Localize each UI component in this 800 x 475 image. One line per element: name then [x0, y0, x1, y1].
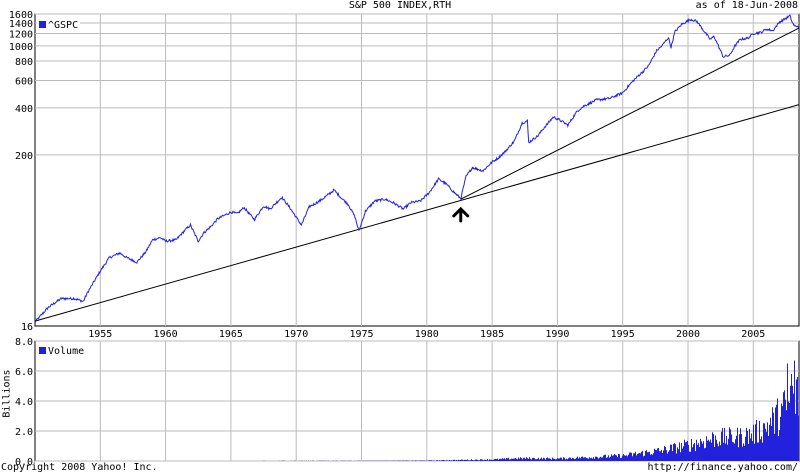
y-tick-label: 400	[15, 104, 33, 115]
y-tick-label: 600	[15, 76, 33, 87]
x-tick-label: 1965	[219, 329, 243, 340]
volume-tick-label: 8.0	[15, 337, 33, 348]
volume-tick-label: 0.0	[15, 457, 33, 468]
up-arrow-icon	[452, 206, 470, 223]
price-legend-label: ^GSPC	[48, 20, 79, 31]
volume-tick-label: 6.0	[15, 367, 33, 378]
trendline	[34, 104, 800, 322]
volume-legend-label: Volume	[48, 346, 85, 357]
y-tick-label: 1400	[9, 19, 33, 30]
price-series-line	[34, 14, 800, 323]
legend-swatch-icon	[39, 21, 46, 28]
x-tick-label: 1990	[545, 329, 569, 340]
volume-panel: 0.0 2.0 4.0 6.0 8.0	[15, 337, 800, 468]
x-tick-label: 2000	[676, 329, 700, 340]
x-tick-label: 1975	[349, 329, 373, 340]
copyright-text: Copyright 2008 Yahoo! Inc.	[1, 462, 158, 473]
y-tick-label: 1000	[9, 42, 33, 53]
price-panel: 1955 1960 1965 1970 1975 1980 1985 1990 1995 2000…	[9, 10, 800, 340]
x-tick-label: 1985	[480, 329, 504, 340]
x-tick-label: 2005	[741, 329, 765, 340]
chart-title: S&P 500 INDEX,RTH	[348, 0, 452, 11]
as-of-date: as of 18-Jun-2008	[695, 0, 798, 11]
volume-bars	[263, 360, 799, 461]
volume-legend: Volume	[37, 346, 87, 357]
x-tick-label: 1955	[88, 329, 112, 340]
x-tick-label: 1960	[154, 329, 178, 340]
legend-swatch-icon	[39, 347, 46, 354]
y-tick-label: 800	[15, 57, 33, 68]
volume-tick-label: 4.0	[15, 397, 33, 408]
price-plot-area	[34, 13, 800, 327]
volume-axis-label: Billions	[1, 369, 13, 418]
x-tick-label: 1995	[611, 329, 635, 340]
y-tick-label: 200	[15, 151, 33, 162]
x-tick-label: 1980	[415, 329, 439, 340]
y-tick-label: 1200	[9, 29, 33, 40]
source-link[interactable]: http://finance.yahoo.com/	[647, 462, 798, 473]
x-tick-label: 1970	[284, 329, 308, 340]
trendline	[460, 27, 800, 200]
y-tick-label: 16	[21, 322, 33, 333]
volume-tick-label: 2.0	[15, 427, 33, 438]
price-legend: ^GSPC	[37, 20, 81, 31]
y-tick-label: 1600	[9, 10, 33, 21]
